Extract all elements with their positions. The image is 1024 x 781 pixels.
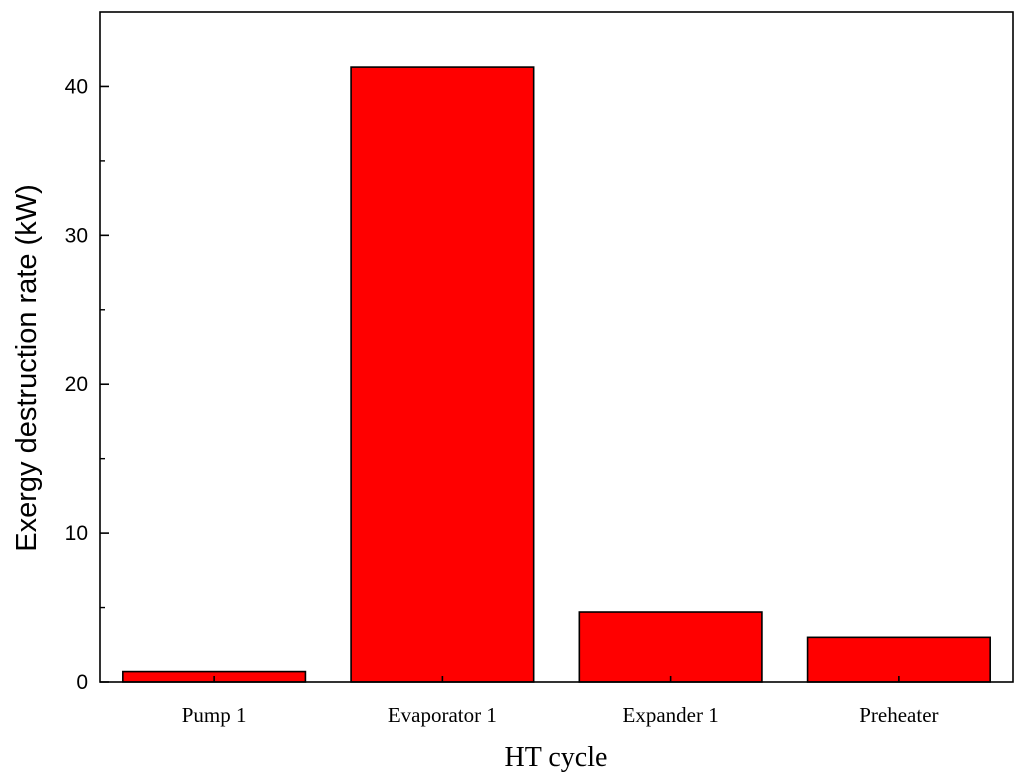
x-tick-label: Pump 1 [182, 703, 247, 727]
y-tick-label: 0 [76, 671, 88, 694]
y-tick-label: 10 [65, 522, 88, 545]
y-axis-ticks: 0 10 20 30 40 [65, 75, 109, 694]
y-tick-label: 40 [65, 75, 88, 98]
bars [122, 66, 991, 683]
y-axis-label: Exergy destruction rate (kW) [11, 184, 43, 551]
y-tick-label: 30 [65, 224, 88, 247]
x-axis-ticks: Pump 1 Evaporator 1 Expander 1 Preheater [182, 676, 939, 727]
x-tick-label: Evaporator 1 [388, 703, 497, 727]
x-tick-label: Expander 1 [623, 703, 719, 727]
bar-expander-1 [578, 611, 763, 683]
x-tick-label: Preheater [859, 703, 938, 727]
bar-evaporator-1 [350, 66, 535, 683]
x-axis-label: HT cycle [505, 742, 608, 773]
bar-preheater [806, 636, 991, 683]
plot-frame [99, 11, 1014, 683]
y-tick-label: 20 [65, 373, 88, 396]
